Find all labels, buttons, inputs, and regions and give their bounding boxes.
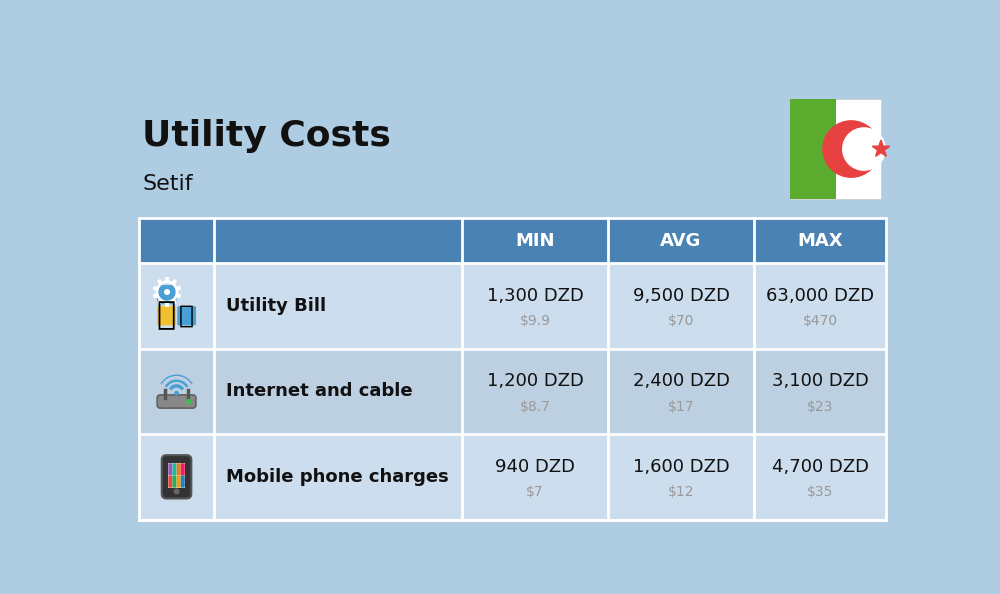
Text: $70: $70 [668, 314, 694, 328]
Text: Internet and cable: Internet and cable [226, 383, 412, 400]
Text: $23: $23 [807, 400, 833, 414]
FancyBboxPatch shape [157, 306, 176, 326]
FancyBboxPatch shape [172, 476, 176, 488]
FancyBboxPatch shape [177, 463, 181, 475]
FancyBboxPatch shape [181, 476, 185, 488]
Text: ⚙: ⚙ [149, 274, 185, 315]
FancyBboxPatch shape [162, 455, 191, 498]
FancyBboxPatch shape [168, 463, 172, 475]
Text: 940 DZD: 940 DZD [495, 457, 575, 476]
Text: 9,500 DZD: 9,500 DZD [633, 287, 730, 305]
Text: $8.7: $8.7 [520, 400, 550, 414]
Text: Mobile phone charges: Mobile phone charges [226, 468, 448, 486]
FancyBboxPatch shape [157, 285, 176, 304]
Text: $17: $17 [668, 400, 694, 414]
Circle shape [175, 391, 178, 394]
Circle shape [843, 128, 885, 170]
Text: 🚿: 🚿 [179, 304, 194, 328]
Circle shape [174, 489, 179, 494]
Text: 2,400 DZD: 2,400 DZD [633, 372, 730, 390]
FancyBboxPatch shape [181, 463, 185, 475]
FancyBboxPatch shape [172, 463, 176, 475]
Text: $7: $7 [526, 485, 544, 499]
Text: Utility Costs: Utility Costs [142, 119, 391, 153]
FancyBboxPatch shape [177, 306, 196, 326]
FancyBboxPatch shape [157, 395, 196, 408]
Text: 1,300 DZD: 1,300 DZD [487, 287, 583, 305]
FancyBboxPatch shape [139, 217, 886, 263]
Text: 1,200 DZD: 1,200 DZD [487, 372, 583, 390]
FancyBboxPatch shape [790, 99, 881, 200]
Text: MIN: MIN [515, 232, 555, 249]
Text: 🔌: 🔌 [157, 301, 176, 331]
FancyBboxPatch shape [139, 434, 886, 520]
Text: 63,000 DZD: 63,000 DZD [766, 287, 874, 305]
Text: $12: $12 [668, 485, 694, 499]
Text: 4,700 DZD: 4,700 DZD [772, 457, 869, 476]
Text: $35: $35 [807, 485, 833, 499]
Text: Utility Bill: Utility Bill [226, 297, 326, 315]
Text: Setif: Setif [142, 174, 193, 194]
Circle shape [823, 121, 880, 177]
FancyBboxPatch shape [168, 463, 185, 488]
Text: $9.9: $9.9 [519, 314, 550, 328]
Text: 3,100 DZD: 3,100 DZD [772, 372, 869, 390]
Polygon shape [872, 140, 890, 156]
FancyBboxPatch shape [139, 349, 886, 434]
Circle shape [187, 400, 191, 403]
Text: AVG: AVG [660, 232, 702, 249]
Text: 1,600 DZD: 1,600 DZD [633, 457, 729, 476]
FancyBboxPatch shape [790, 99, 836, 200]
FancyBboxPatch shape [139, 263, 886, 349]
FancyBboxPatch shape [168, 476, 172, 488]
Text: $470: $470 [803, 314, 838, 328]
FancyBboxPatch shape [177, 476, 181, 488]
Text: MAX: MAX [797, 232, 843, 249]
